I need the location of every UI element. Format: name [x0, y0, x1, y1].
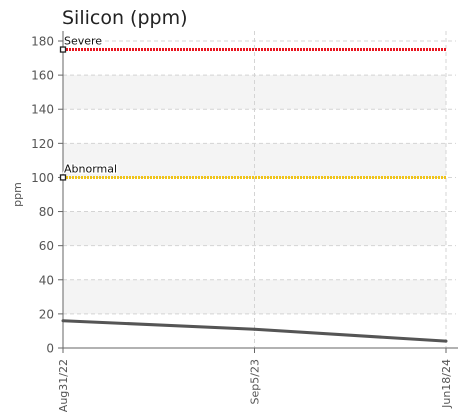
y-axis-label: ppm	[11, 182, 24, 207]
threshold-marker	[59, 174, 67, 181]
y-tick-label: 20	[39, 307, 54, 321]
data-point	[444, 339, 448, 343]
x-tick-label: Jun18/24	[440, 359, 453, 409]
x-tick-label: Sep5/23	[249, 359, 262, 404]
y-tick-label: 40	[39, 273, 54, 287]
y-tick-label: 180	[31, 35, 54, 49]
data-point	[253, 327, 256, 331]
threshold-label: Severe	[64, 35, 102, 48]
data-series	[61, 319, 448, 343]
x-tick-label: Aug31/22	[57, 359, 70, 412]
y-tick-label: 140	[31, 103, 54, 117]
y-tick-label: 60	[39, 239, 54, 253]
threshold-lines: Severe Abnormal	[59, 33, 446, 181]
series-line	[62, 319, 447, 343]
chart-title: Silicon (ppm)	[62, 7, 188, 29]
axis-labels: 0 20 40 60 80 100 120 140 160 180 Aug31/22 Sep5/23 J…	[11, 35, 453, 413]
threshold-label: Abnormal	[64, 162, 117, 175]
y-tick-label: 120	[31, 137, 54, 151]
threshold-marker	[59, 46, 67, 53]
y-tick-label: 80	[39, 205, 54, 219]
y-tick-label: 0	[46, 342, 54, 356]
data-point	[61, 319, 65, 323]
y-tick-label: 100	[31, 171, 54, 185]
y-tick-label: 160	[31, 69, 54, 83]
